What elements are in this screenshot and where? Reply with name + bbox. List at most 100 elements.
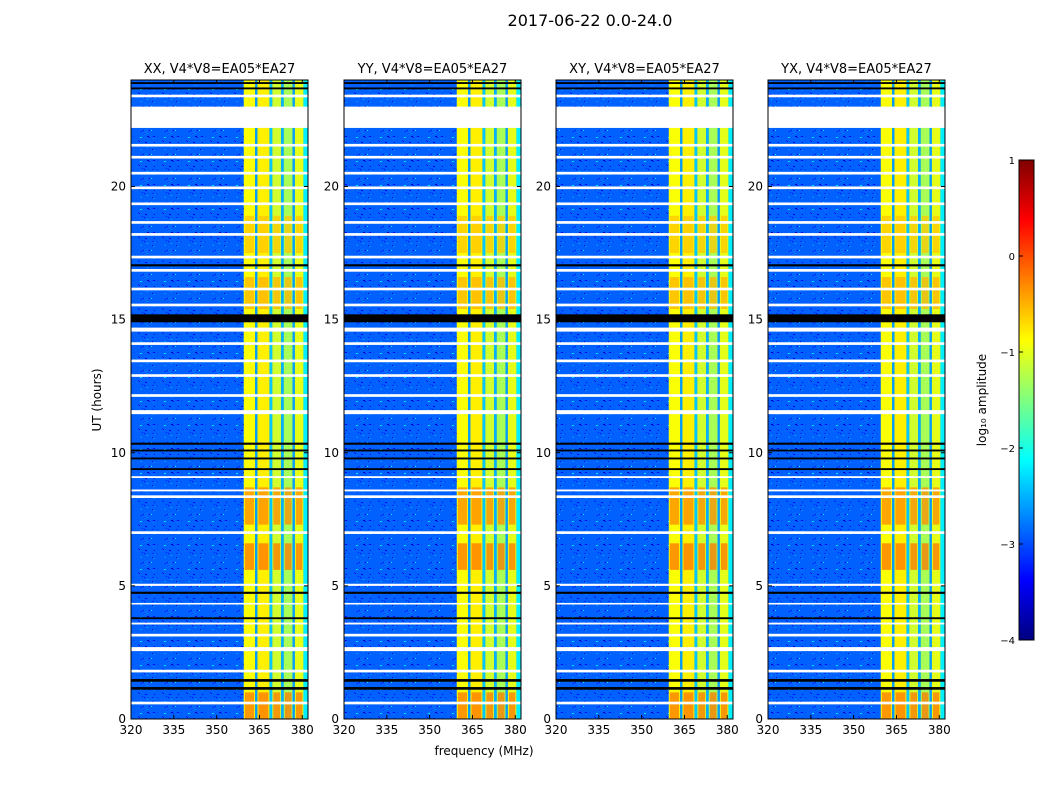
x-tick-label: 380 bbox=[928, 723, 951, 737]
flag-row-black bbox=[344, 314, 521, 323]
hot-spot bbox=[273, 277, 281, 309]
flag-row-white bbox=[344, 171, 521, 175]
hot-spot bbox=[258, 487, 269, 525]
flag-row-white bbox=[768, 255, 945, 259]
flag-row-white bbox=[344, 495, 521, 499]
flag-row-black bbox=[556, 442, 733, 445]
hot-spot bbox=[683, 543, 694, 570]
flag-row-white bbox=[768, 602, 945, 605]
flag-row-black bbox=[556, 87, 733, 90]
band-strip bbox=[717, 80, 720, 719]
hot-spot bbox=[273, 543, 281, 570]
hot-spot bbox=[932, 277, 940, 309]
colorbar-tick-label: 1 bbox=[1009, 156, 1015, 167]
flag-row-black bbox=[131, 314, 308, 323]
flag-row-white bbox=[131, 394, 308, 397]
flag-row-white bbox=[556, 269, 733, 272]
y-tick-label: 15 bbox=[536, 313, 551, 327]
flag-row-black bbox=[768, 264, 945, 267]
flag-row-black bbox=[344, 82, 521, 84]
x-tick-label: 380 bbox=[504, 723, 527, 737]
y-tick-label: 5 bbox=[543, 579, 551, 593]
flag-row-white bbox=[556, 342, 733, 345]
hot-spot bbox=[244, 543, 255, 570]
colorbar-bar bbox=[1018, 159, 1035, 641]
flag-row-white bbox=[131, 531, 308, 534]
flag-row-white bbox=[768, 342, 945, 345]
flag-row-white bbox=[556, 155, 733, 159]
flag-row-white bbox=[556, 633, 733, 637]
band-strip bbox=[929, 80, 932, 719]
hot-spot bbox=[471, 277, 482, 309]
hot-spot bbox=[258, 543, 269, 570]
hot-spot bbox=[932, 692, 940, 719]
flag-row-white bbox=[556, 394, 733, 397]
flag-row-white bbox=[556, 495, 733, 499]
y-tick-label: 10 bbox=[324, 446, 339, 460]
flag-row-black bbox=[768, 617, 945, 620]
hot-spot bbox=[295, 277, 303, 309]
band-strip bbox=[303, 80, 308, 719]
flag-row-white bbox=[131, 255, 308, 259]
flag-row-black bbox=[556, 679, 733, 682]
hot-spot bbox=[881, 487, 892, 525]
band-strip bbox=[706, 80, 709, 719]
panel-title: YX, V4*V8=EA05*EA27 bbox=[780, 62, 932, 77]
hot-spot bbox=[471, 543, 482, 570]
flag-row-black bbox=[131, 591, 308, 594]
flag-row-white bbox=[344, 394, 521, 397]
panel-frame bbox=[555, 79, 734, 720]
x-tick-label: 350 bbox=[418, 723, 441, 737]
hot-spot bbox=[895, 543, 906, 570]
flag-row-white bbox=[556, 701, 733, 705]
x-tick-label: 350 bbox=[630, 723, 653, 737]
flag-row-white bbox=[556, 143, 733, 147]
x-tick-label: 365 bbox=[673, 723, 696, 737]
flag-row-white bbox=[768, 531, 945, 534]
flag-row-white bbox=[768, 410, 945, 415]
hot-spot bbox=[486, 487, 494, 525]
hot-spot bbox=[720, 277, 728, 309]
flag-row-black bbox=[556, 314, 733, 323]
hot-spot bbox=[910, 543, 918, 570]
flag-row-black bbox=[344, 87, 521, 90]
flag-row-white bbox=[344, 701, 521, 705]
hot-spot bbox=[698, 543, 706, 570]
flag-row-white bbox=[768, 171, 945, 175]
y-tick-label: 0 bbox=[755, 712, 763, 726]
flag-row-white bbox=[131, 602, 308, 605]
hot-spot bbox=[683, 692, 694, 719]
hot-spot bbox=[508, 277, 516, 309]
flag-row-white bbox=[768, 303, 945, 307]
flag-row-white bbox=[131, 303, 308, 307]
band-strip bbox=[485, 80, 495, 719]
flag-row-white bbox=[344, 583, 521, 586]
flag-row-white bbox=[556, 221, 733, 224]
hot-spot bbox=[497, 692, 505, 719]
flag-row-white bbox=[768, 186, 945, 190]
flag-row-white bbox=[556, 202, 733, 206]
hot-spot bbox=[497, 277, 505, 309]
flag-row-white bbox=[768, 202, 945, 206]
flag-row-white bbox=[344, 602, 521, 605]
flag-row-black bbox=[768, 591, 945, 594]
band-strip bbox=[283, 80, 293, 719]
flag-row-white bbox=[344, 410, 521, 415]
y-tick-label: 10 bbox=[748, 446, 763, 460]
hot-spot bbox=[258, 692, 269, 719]
hot-spot bbox=[471, 487, 482, 525]
band-strip bbox=[668, 80, 681, 719]
flag-row-black bbox=[344, 264, 521, 267]
y-tick-label: 5 bbox=[755, 579, 763, 593]
flag-row-white bbox=[556, 94, 733, 98]
panel-2: YY, V4*V8=EA05*EA27 320 335 350 365 380 0 5 10 15… bbox=[324, 62, 527, 737]
flag-row-white bbox=[556, 602, 733, 605]
hot-spot bbox=[720, 543, 728, 570]
y-tick-label: 5 bbox=[118, 579, 126, 593]
hot-spot bbox=[921, 277, 929, 309]
hot-spot bbox=[508, 692, 516, 719]
hot-spot bbox=[683, 277, 694, 309]
x-tick-label: 335 bbox=[162, 723, 185, 737]
hot-spot bbox=[910, 487, 918, 525]
flag-row-black bbox=[131, 264, 308, 267]
